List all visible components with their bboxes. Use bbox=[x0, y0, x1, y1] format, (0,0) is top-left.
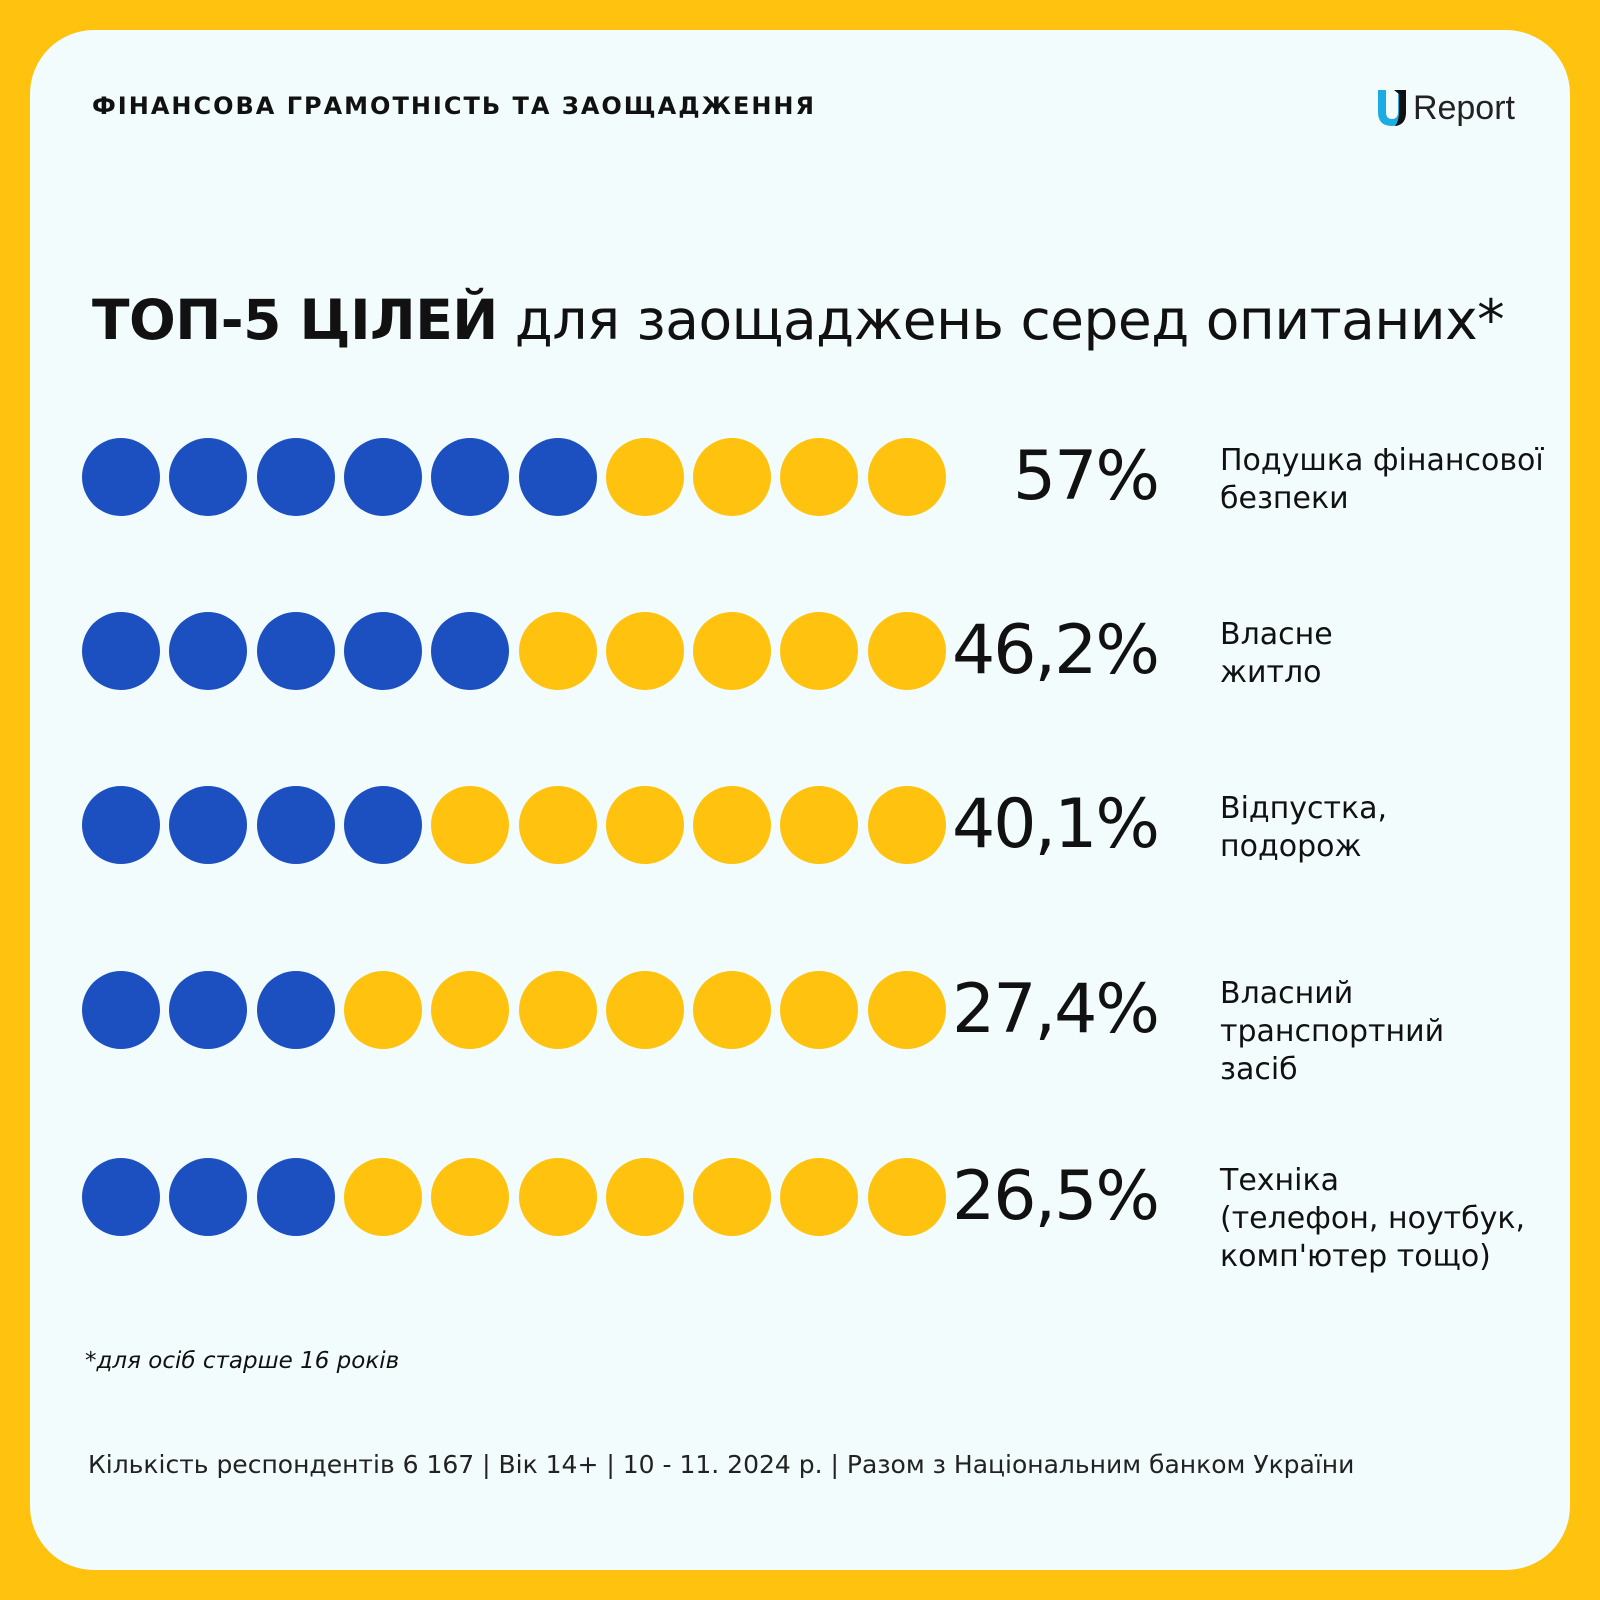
dot-group bbox=[82, 971, 952, 1051]
empty-dot bbox=[519, 1158, 597, 1236]
filled-dot bbox=[169, 438, 247, 516]
empty-dot bbox=[606, 786, 684, 864]
data-label-percent: 57% bbox=[1012, 437, 1160, 516]
empty-dot bbox=[780, 786, 858, 864]
empty-dot bbox=[693, 612, 771, 690]
category-label-line: (телефон, ноутбук, bbox=[1220, 1201, 1526, 1236]
empty-dot bbox=[606, 1158, 684, 1236]
data-label-percent: 40,1% bbox=[951, 785, 1160, 864]
category-label: Власне житло bbox=[1220, 616, 1560, 692]
filled-dot bbox=[82, 612, 160, 690]
category-label-line: Власний bbox=[1220, 976, 1354, 1011]
empty-dot bbox=[780, 971, 858, 1049]
empty-dot bbox=[780, 612, 858, 690]
category-label: Власний транспортний засіб bbox=[1220, 975, 1560, 1089]
empty-dot bbox=[519, 971, 597, 1049]
filled-dot bbox=[344, 786, 422, 864]
filled-dot bbox=[82, 438, 160, 516]
empty-dot bbox=[868, 971, 946, 1049]
empty-dot bbox=[868, 786, 946, 864]
data-label-percent: 26,5% bbox=[951, 1157, 1160, 1236]
filled-dot bbox=[344, 612, 422, 690]
empty-dot bbox=[868, 438, 946, 516]
survey-meta: Кількість респондентів 6 167 | Вік 14+ |… bbox=[88, 1450, 1355, 1479]
filled-dot bbox=[82, 786, 160, 864]
category-label: Техніка (телефон, ноутбук, комп'ютер тощо) bbox=[1220, 1162, 1560, 1276]
empty-dot bbox=[693, 971, 771, 1049]
category-label-line: Подушка фінансової bbox=[1220, 443, 1544, 478]
category-label-line: Відпустка, bbox=[1220, 791, 1388, 826]
filled-dot bbox=[344, 438, 422, 516]
filled-dot bbox=[257, 971, 335, 1049]
filled-dot bbox=[431, 438, 509, 516]
category-label-line: житло bbox=[1220, 655, 1322, 690]
category-label-line: Власне bbox=[1220, 617, 1333, 652]
dot-group bbox=[82, 612, 952, 692]
empty-dot bbox=[693, 438, 771, 516]
empty-dot bbox=[693, 1158, 771, 1236]
footnote: *для осіб старше 16 років bbox=[85, 1348, 400, 1374]
data-label-percent: 27,4% bbox=[951, 970, 1160, 1049]
category-label-line: безпеки bbox=[1220, 481, 1349, 516]
dot-group bbox=[82, 438, 952, 518]
empty-dot bbox=[431, 786, 509, 864]
filled-dot bbox=[257, 786, 335, 864]
empty-dot bbox=[344, 971, 422, 1049]
category-label-line: Техніка bbox=[1220, 1163, 1339, 1198]
category-label-line: подорож bbox=[1220, 829, 1362, 864]
dot-group bbox=[82, 786, 952, 866]
empty-dot bbox=[606, 971, 684, 1049]
chart-title-bold: ТОП-5 ЦІЛЕЙ bbox=[92, 288, 498, 352]
chart-title: ТОП-5 ЦІЛЕЙ для заощаджень серед опитани… bbox=[92, 288, 1505, 352]
category-label: Подушка фінансової безпеки bbox=[1220, 442, 1560, 518]
data-label-percent: 46,2% bbox=[951, 611, 1160, 690]
empty-dot bbox=[344, 1158, 422, 1236]
filled-dot bbox=[431, 612, 509, 690]
chart-title-rest: для заощаджень серед опитаних* bbox=[497, 288, 1505, 352]
filled-dot bbox=[519, 438, 597, 516]
category-label-line: комп'ютер тощо) bbox=[1220, 1239, 1491, 1274]
empty-dot bbox=[868, 1158, 946, 1236]
empty-dot bbox=[780, 1158, 858, 1236]
filled-dot bbox=[169, 971, 247, 1049]
filled-dot bbox=[257, 438, 335, 516]
empty-dot bbox=[780, 438, 858, 516]
filled-dot bbox=[257, 612, 335, 690]
logo-text: Report bbox=[1412, 88, 1515, 127]
dot-group bbox=[82, 1158, 952, 1238]
filled-dot bbox=[82, 1158, 160, 1236]
empty-dot bbox=[519, 612, 597, 690]
empty-dot bbox=[519, 786, 597, 864]
ureport-logo: Report bbox=[1375, 88, 1515, 128]
category-label-line: засіб bbox=[1220, 1052, 1298, 1087]
filled-dot bbox=[257, 1158, 335, 1236]
filled-dot bbox=[82, 971, 160, 1049]
dot-chart: 57% Подушка фінансової безпеки 46,2% Власне ж… bbox=[30, 30, 1570, 1570]
category-label-line: транспортний bbox=[1220, 1014, 1445, 1049]
filled-dot bbox=[169, 786, 247, 864]
infographic-card: ФІНАНСОВА ГРАМОТНІСТЬ ТА ЗАОЩАДЖЕННЯ Rep… bbox=[30, 30, 1570, 1570]
ureport-u-logo-icon bbox=[1377, 90, 1406, 126]
section-kicker: ФІНАНСОВА ГРАМОТНІСТЬ ТА ЗАОЩАДЖЕННЯ bbox=[92, 92, 816, 120]
filled-dot bbox=[169, 1158, 247, 1236]
category-label: Відпустка, подорож bbox=[1220, 790, 1560, 866]
empty-dot bbox=[693, 786, 771, 864]
empty-dot bbox=[868, 612, 946, 690]
empty-dot bbox=[431, 971, 509, 1049]
empty-dot bbox=[606, 612, 684, 690]
filled-dot bbox=[169, 612, 247, 690]
empty-dot bbox=[431, 1158, 509, 1236]
empty-dot bbox=[606, 438, 684, 516]
